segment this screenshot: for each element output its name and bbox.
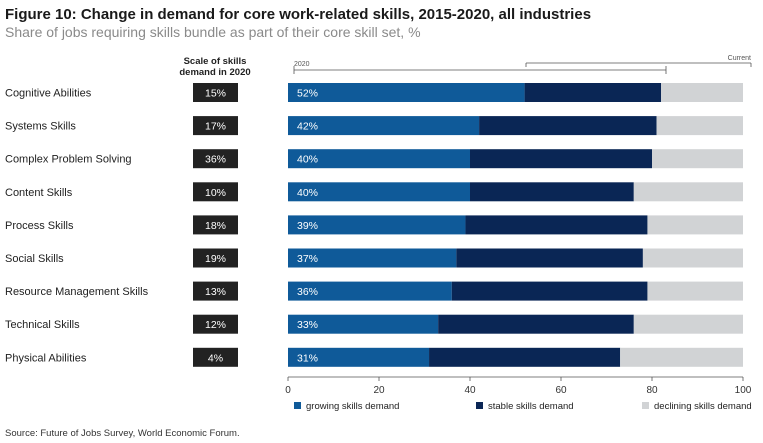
bar-segment-declining: [656, 116, 743, 136]
bar-segment-declining: [652, 149, 743, 169]
bar-segment-stable: [451, 281, 648, 301]
scale-value: 36%: [205, 154, 226, 166]
scale-box: [193, 281, 238, 301]
legend-swatch: [476, 402, 483, 409]
bar-segment-growing: [288, 149, 470, 169]
bar-segment-growing: [288, 248, 457, 268]
category-label: Systems Skills: [5, 121, 76, 133]
scale-box: [193, 149, 238, 169]
scale-box: [193, 182, 238, 202]
bar-value-label: 42%: [297, 121, 318, 133]
bar-value-label: 37%: [297, 253, 318, 265]
x-tick-label: 80: [646, 385, 658, 396]
bar-value-label: 31%: [297, 352, 318, 364]
x-tick-label: 40: [464, 385, 476, 396]
category-label: Content Skills: [5, 187, 73, 199]
bar-segment-stable: [470, 182, 634, 202]
x-tick-label: 0: [285, 385, 291, 396]
bar-segment-growing: [288, 281, 452, 301]
legend-label: declining skills demand: [654, 401, 752, 412]
bar-value-label: 39%: [297, 220, 318, 232]
category-label: Resource Management Skills: [5, 286, 149, 298]
bar-segment-growing: [288, 347, 430, 367]
bar-segment-declining: [647, 215, 743, 235]
bar-segment-declining: [642, 248, 743, 268]
bar-value-label: 36%: [297, 286, 318, 298]
bar-segment-growing: [288, 83, 525, 102]
scale-box: [193, 83, 238, 102]
scale-value: 13%: [205, 286, 226, 298]
scale-box: [193, 116, 238, 136]
source-note: Source: Future of Jobs Survey, World Eco…: [5, 428, 240, 439]
category-label: Cognitive Abilities: [5, 88, 92, 100]
bar-value-label: 40%: [297, 154, 318, 166]
x-tick-label: 60: [555, 385, 567, 396]
scale-value: 15%: [205, 88, 226, 100]
scale-column-header: Scale of skills demand in 2020: [179, 56, 251, 78]
x-tick-label: 20: [373, 385, 385, 396]
bar-segment-growing: [288, 116, 480, 136]
category-label: Complex Problem Solving: [5, 154, 132, 166]
bar-segment-stable: [429, 347, 621, 367]
scale-value: 17%: [205, 121, 226, 133]
scale-value: 18%: [205, 220, 226, 232]
scale-value: 4%: [208, 352, 223, 364]
bracket-current-label: Current: [728, 55, 751, 62]
bar-segment-declining: [620, 347, 743, 367]
category-label: Technical Skills: [5, 319, 80, 331]
legend-swatch: [294, 402, 301, 409]
scale-box: [193, 347, 238, 367]
bar-segment-declining: [633, 314, 743, 334]
bar-segment-declining: [647, 281, 743, 301]
bar-segment-stable: [438, 314, 634, 334]
bracket-2020-label: 2020: [294, 61, 310, 68]
bar-segment-stable: [456, 248, 643, 268]
bar-value-label: 52%: [297, 88, 318, 100]
legend-label: stable skills demand: [488, 401, 574, 412]
scale-box: [193, 248, 238, 268]
scale-value: 12%: [205, 319, 226, 331]
category-label: Social Skills: [5, 253, 64, 265]
scale-value: 19%: [205, 253, 226, 265]
category-label: Physical Abilities: [5, 352, 87, 364]
scale-box: [193, 215, 238, 235]
legend-label: growing skills demand: [306, 401, 399, 412]
bar-segment-stable: [479, 116, 657, 136]
bar-value-label: 33%: [297, 319, 318, 331]
chart-subtitle: Share of jobs requiring skills bundle as…: [5, 24, 421, 40]
bar-segment-stable: [524, 83, 662, 102]
x-tick-label: 100: [735, 385, 752, 396]
scale-box: [193, 314, 238, 334]
bar-segment-growing: [288, 314, 439, 334]
bar-segment-stable: [470, 149, 652, 169]
bar-segment-declining: [633, 182, 743, 202]
legend-swatch: [642, 402, 649, 409]
chart-title: Figure 10: Change in demand for core wor…: [5, 6, 592, 23]
bar-value-label: 40%: [297, 187, 318, 199]
scale-value: 10%: [205, 187, 226, 199]
bar-segment-growing: [288, 215, 466, 235]
bar-segment-declining: [661, 83, 743, 102]
category-label: Process Skills: [5, 220, 74, 232]
bar-segment-stable: [465, 215, 648, 235]
bar-segment-growing: [288, 182, 470, 202]
